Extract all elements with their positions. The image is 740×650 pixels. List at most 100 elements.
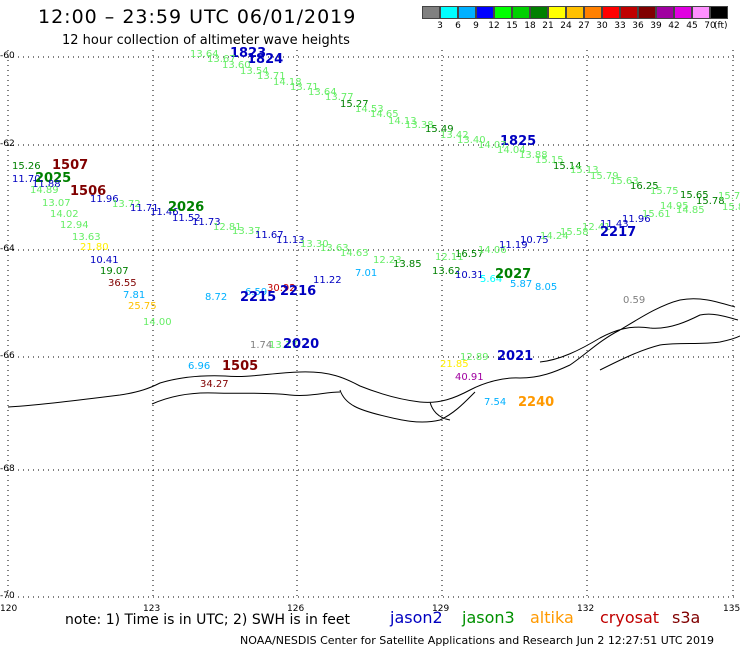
wave-height-value: 7.01 xyxy=(355,268,378,279)
wave-height-value: 11.46 xyxy=(150,207,179,218)
legend-label: 12 xyxy=(488,21,500,31)
wave-height-value: 15.61 xyxy=(642,209,671,220)
wave-height-value: 13.62 xyxy=(432,266,461,277)
legend-swatch xyxy=(530,6,548,19)
latitude-tick: -68 xyxy=(0,464,15,474)
wave-height-value: 13.64 xyxy=(308,87,337,98)
wave-height-value: 13.60 xyxy=(222,60,251,71)
wave-height-value: 13.38 xyxy=(405,120,434,131)
wave-height-value: 10.41 xyxy=(90,255,119,266)
wave-height-value: 10.75 xyxy=(520,235,549,246)
legend-swatch xyxy=(692,6,710,19)
longitude-tick: 129 xyxy=(432,604,450,614)
legend-label: 6 xyxy=(455,21,461,31)
wave-height-value: 10.31 xyxy=(455,270,484,281)
wave-height-value: 11.71 xyxy=(130,203,159,214)
legend-swatch xyxy=(440,6,458,19)
wave-height-value: 15.7 xyxy=(718,191,740,202)
longitude-tick: 132 xyxy=(577,604,595,614)
wave-height-value: 13.67 xyxy=(207,54,236,65)
wave-height-value: 14.18 xyxy=(273,77,302,88)
wave-height-value: 36.55 xyxy=(108,278,137,289)
wave-height-value: 12.11 xyxy=(435,252,464,263)
wave-height-value: 14.89 xyxy=(30,185,59,196)
legend-unit: (ft) xyxy=(714,21,728,31)
wave-height-value: 16.57 xyxy=(455,249,484,260)
wave-height-value: 14.95 xyxy=(660,201,689,212)
satellite-name-s3a: s3a xyxy=(672,608,701,627)
wave-height-value: 7.54 xyxy=(484,397,507,408)
wave-height-value: 11.22 xyxy=(313,275,342,286)
wave-height-value: 11.73 xyxy=(192,217,221,228)
latitude-tick: -70 xyxy=(0,591,15,601)
legend-label: 33 xyxy=(614,21,626,31)
wave-height-value: 30.92 xyxy=(267,283,296,294)
wave-height-value: 15.79 xyxy=(590,171,619,182)
longitude-tick: 123 xyxy=(143,604,161,614)
wave-height-value: 11.70 xyxy=(12,174,41,185)
legend-swatch xyxy=(638,6,656,19)
wave-height-value: 25.75 xyxy=(128,301,157,312)
legend-label: 42 xyxy=(668,21,680,31)
track-time-label: 2020 xyxy=(283,337,320,352)
wave-height-value: 13.85 xyxy=(393,259,422,270)
satellite-name-jason2: jason2 xyxy=(390,608,443,627)
latitude-tick: -60 xyxy=(0,51,15,61)
wave-height-value: 8.05 xyxy=(535,282,558,293)
wave-height-value: 6.59 xyxy=(245,287,268,298)
legend-swatch xyxy=(458,6,476,19)
wave-height-value: 13.88 xyxy=(519,150,548,161)
track-time-label: 2215 xyxy=(240,290,277,305)
wave-height-value: 8.72 xyxy=(205,292,228,303)
legend-swatch xyxy=(620,6,638,19)
wave-height-value: 11.96 xyxy=(622,214,651,225)
wave-height-value: 14.53 xyxy=(355,104,384,115)
legend-swatch xyxy=(512,6,530,19)
wave-height-value: 11.19 xyxy=(499,240,528,251)
legend-label: 36 xyxy=(632,21,644,31)
track-time-label: 2217 xyxy=(600,225,637,240)
track-time-label: 1824 xyxy=(247,52,284,67)
legend-swatch xyxy=(476,6,494,19)
wave-height-value: 12.89 xyxy=(460,352,489,363)
wave-height-value: 13.42 xyxy=(440,130,469,141)
wave-height-value: 13.17 xyxy=(269,340,298,351)
wave-height-value: 14.04 xyxy=(497,145,526,156)
wave-height-value: 16.25 xyxy=(630,181,659,192)
lat-lon-grid xyxy=(7,50,735,600)
wave-height-value: 12.41 xyxy=(582,222,611,233)
legend-label: 45 xyxy=(686,21,698,31)
wave-height-value: 15.75 xyxy=(650,186,679,197)
wave-height-value: 14.13 xyxy=(388,116,417,127)
wave-height-value: 13.54 xyxy=(240,66,269,77)
footnote: note: 1) Time is in UTC; 2) SWH is in fe… xyxy=(65,612,351,628)
wave-height-value: 13.71 xyxy=(257,71,286,82)
wave-height-value: 15.8 xyxy=(722,202,740,213)
track-time-label: 1825 xyxy=(500,134,537,149)
longitude-tick: 126 xyxy=(287,604,305,614)
track-time-label: 2021 xyxy=(497,349,534,364)
wave-height-value: 19.07 xyxy=(100,266,129,277)
wave-height-value: 13.40 xyxy=(457,135,486,146)
track-time-label: 1507 xyxy=(52,158,89,173)
wave-height-value: 7.81 xyxy=(123,290,146,301)
legend-swatch xyxy=(584,6,602,19)
wave-height-value: 13.30 xyxy=(300,239,329,250)
wave-height-value: 12.23 xyxy=(373,255,402,266)
wave-height-value: 15.63 xyxy=(610,176,639,187)
wave-height-value: 11.96 xyxy=(90,194,119,205)
legend-swatch xyxy=(566,6,584,19)
wave-height-value: 21.85 xyxy=(440,359,469,370)
track-time-label: 2216 xyxy=(280,284,317,299)
wave-height-value: 1.74 xyxy=(250,340,273,351)
wave-height-value: 14.85 xyxy=(676,205,705,216)
wave-height-value: 14.02 xyxy=(50,209,79,220)
wave-height-value: 13.71 xyxy=(290,82,319,93)
wave-height-value: 15.65 xyxy=(680,190,709,201)
legend-swatch xyxy=(656,6,674,19)
latitude-tick: -64 xyxy=(0,244,15,254)
wave-height-value: 14.07 xyxy=(478,140,507,151)
wave-height-value: 13.77 xyxy=(325,92,354,103)
wave-height-value: 12.81 xyxy=(213,222,242,233)
wave-height-value: 11.88 xyxy=(32,179,61,190)
